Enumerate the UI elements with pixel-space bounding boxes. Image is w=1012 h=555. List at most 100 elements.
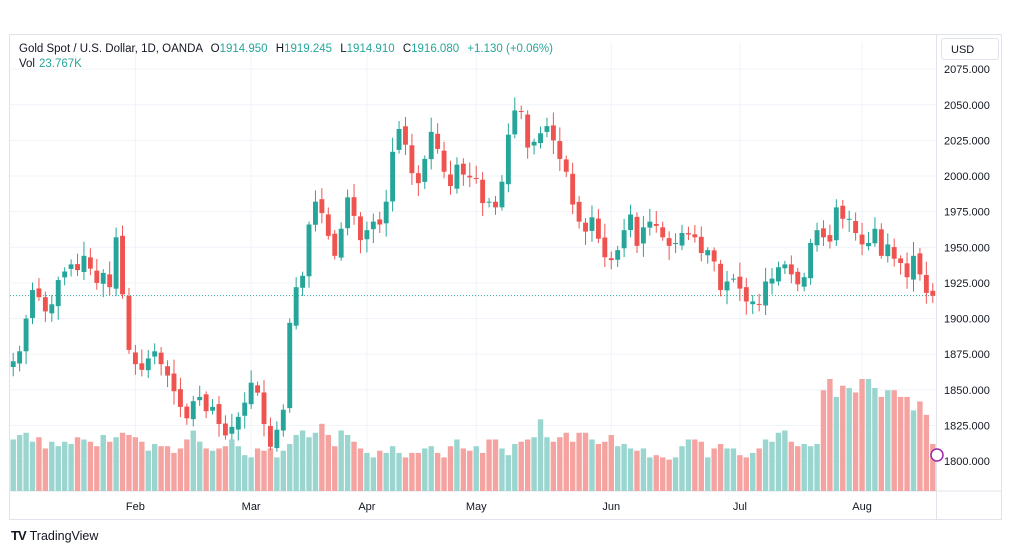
volume-bar: [550, 441, 557, 491]
candle-body: [615, 250, 621, 260]
volume-bar: [608, 435, 614, 491]
candle-body: [525, 114, 531, 148]
volume-bar: [409, 452, 415, 491]
volume-bar: [42, 448, 49, 491]
candle-body: [332, 233, 338, 256]
candle-body: [460, 163, 466, 175]
volume-bar: [795, 446, 801, 491]
volume-bar: [473, 446, 479, 491]
candle-body: [692, 234, 698, 238]
low-value: 1914.910: [346, 43, 395, 55]
candle-body: [87, 257, 93, 269]
candle-body: [583, 222, 588, 232]
candle-body: [177, 389, 183, 407]
volume-bar: [750, 452, 756, 491]
candle-body: [190, 401, 196, 420]
tradingview-brand[interactable]: TV TradingView: [11, 528, 98, 543]
volume-bar: [904, 396, 910, 491]
volume-bar: [788, 441, 795, 491]
volume-bar: [653, 455, 659, 491]
y-tick-label: 1900.000: [944, 314, 990, 326]
volume-bar: [364, 452, 370, 491]
symbol-title[interactable]: Gold Spot / U.S. Dollar, 1D, OANDA: [19, 43, 203, 55]
volume-bar: [634, 450, 640, 491]
candle-body: [923, 275, 929, 293]
volume-bar: [145, 450, 151, 491]
candle-body: [229, 426, 235, 434]
candle-body: [351, 197, 357, 216]
candle-body: [403, 126, 408, 145]
volume-bar: [216, 448, 222, 491]
volume-bar: [840, 385, 846, 491]
volume-bar: [81, 439, 87, 491]
volume-bar: [312, 432, 319, 491]
y-tick-label: 2075.000: [944, 64, 990, 76]
candle-body: [891, 247, 897, 259]
candle-body: [872, 228, 878, 244]
candle-body: [473, 178, 479, 180]
volume-bar: [872, 387, 878, 491]
volume-bar: [660, 457, 666, 491]
volume-bar: [177, 448, 184, 491]
volume-bar: [299, 430, 306, 491]
y-tick-label: 2050.000: [944, 100, 990, 112]
volume-bar: [184, 439, 190, 491]
currency-selector[interactable]: USD: [941, 38, 999, 60]
volume-legend: Vol 23.767K: [19, 58, 82, 70]
volume-bar: [769, 441, 775, 491]
volume-bar: [287, 443, 293, 491]
candle-body: [17, 351, 23, 364]
volume-bar: [306, 437, 312, 491]
volume-bar: [132, 437, 139, 491]
volume-bar: [846, 387, 852, 491]
volume-bar: [197, 441, 203, 491]
volume-bar: [814, 443, 820, 491]
volume-bar: [222, 446, 229, 491]
candle-body: [911, 255, 916, 280]
ohlc-legend: Gold Spot / U.S. Dollar, 1D, OANDA O1914…: [19, 42, 553, 57]
volume-bar: [737, 455, 743, 491]
alert-marker-icon: [930, 448, 944, 462]
candle-body: [634, 216, 640, 246]
volume-bar: [807, 446, 814, 491]
candle-body: [653, 223, 659, 226]
volume-bar: [280, 450, 286, 491]
volume-bar: [248, 457, 254, 491]
volume-bar: [621, 443, 627, 491]
candle-body: [763, 281, 769, 306]
volume-bar: [852, 392, 859, 491]
y-tick-label: 1925.000: [944, 278, 990, 290]
volume-bar: [370, 457, 377, 491]
candle-body: [493, 201, 498, 208]
candle-body: [145, 358, 151, 371]
volume-bar: [557, 437, 563, 491]
candle-body: [184, 406, 190, 419]
candle-body: [197, 396, 203, 401]
candle-body: [750, 301, 756, 305]
volume-bar: [505, 455, 512, 491]
volume-bar: [711, 448, 717, 491]
volume-bar: [724, 448, 730, 491]
candle-body: [107, 274, 113, 288]
candle-body: [287, 322, 293, 409]
candle-body: [454, 164, 460, 189]
volume-bar: [692, 439, 698, 491]
candle-body: [602, 237, 608, 258]
x-tick-label: Feb: [126, 501, 145, 513]
candle-body: [345, 197, 351, 229]
volume-bar: [151, 443, 158, 491]
candle-body: [756, 303, 762, 305]
candle-body: [769, 278, 775, 284]
volume-bar: [479, 452, 486, 491]
candle-body: [203, 394, 209, 412]
volume-bar: [113, 437, 119, 491]
volume-bar: [820, 390, 827, 491]
volume-bar: [518, 441, 524, 491]
candle-body: [705, 250, 711, 256]
volume-bar: [190, 430, 196, 491]
candle-body: [319, 199, 325, 214]
candle-body: [313, 201, 318, 225]
candle-body: [480, 179, 486, 204]
candle-body: [544, 126, 550, 132]
